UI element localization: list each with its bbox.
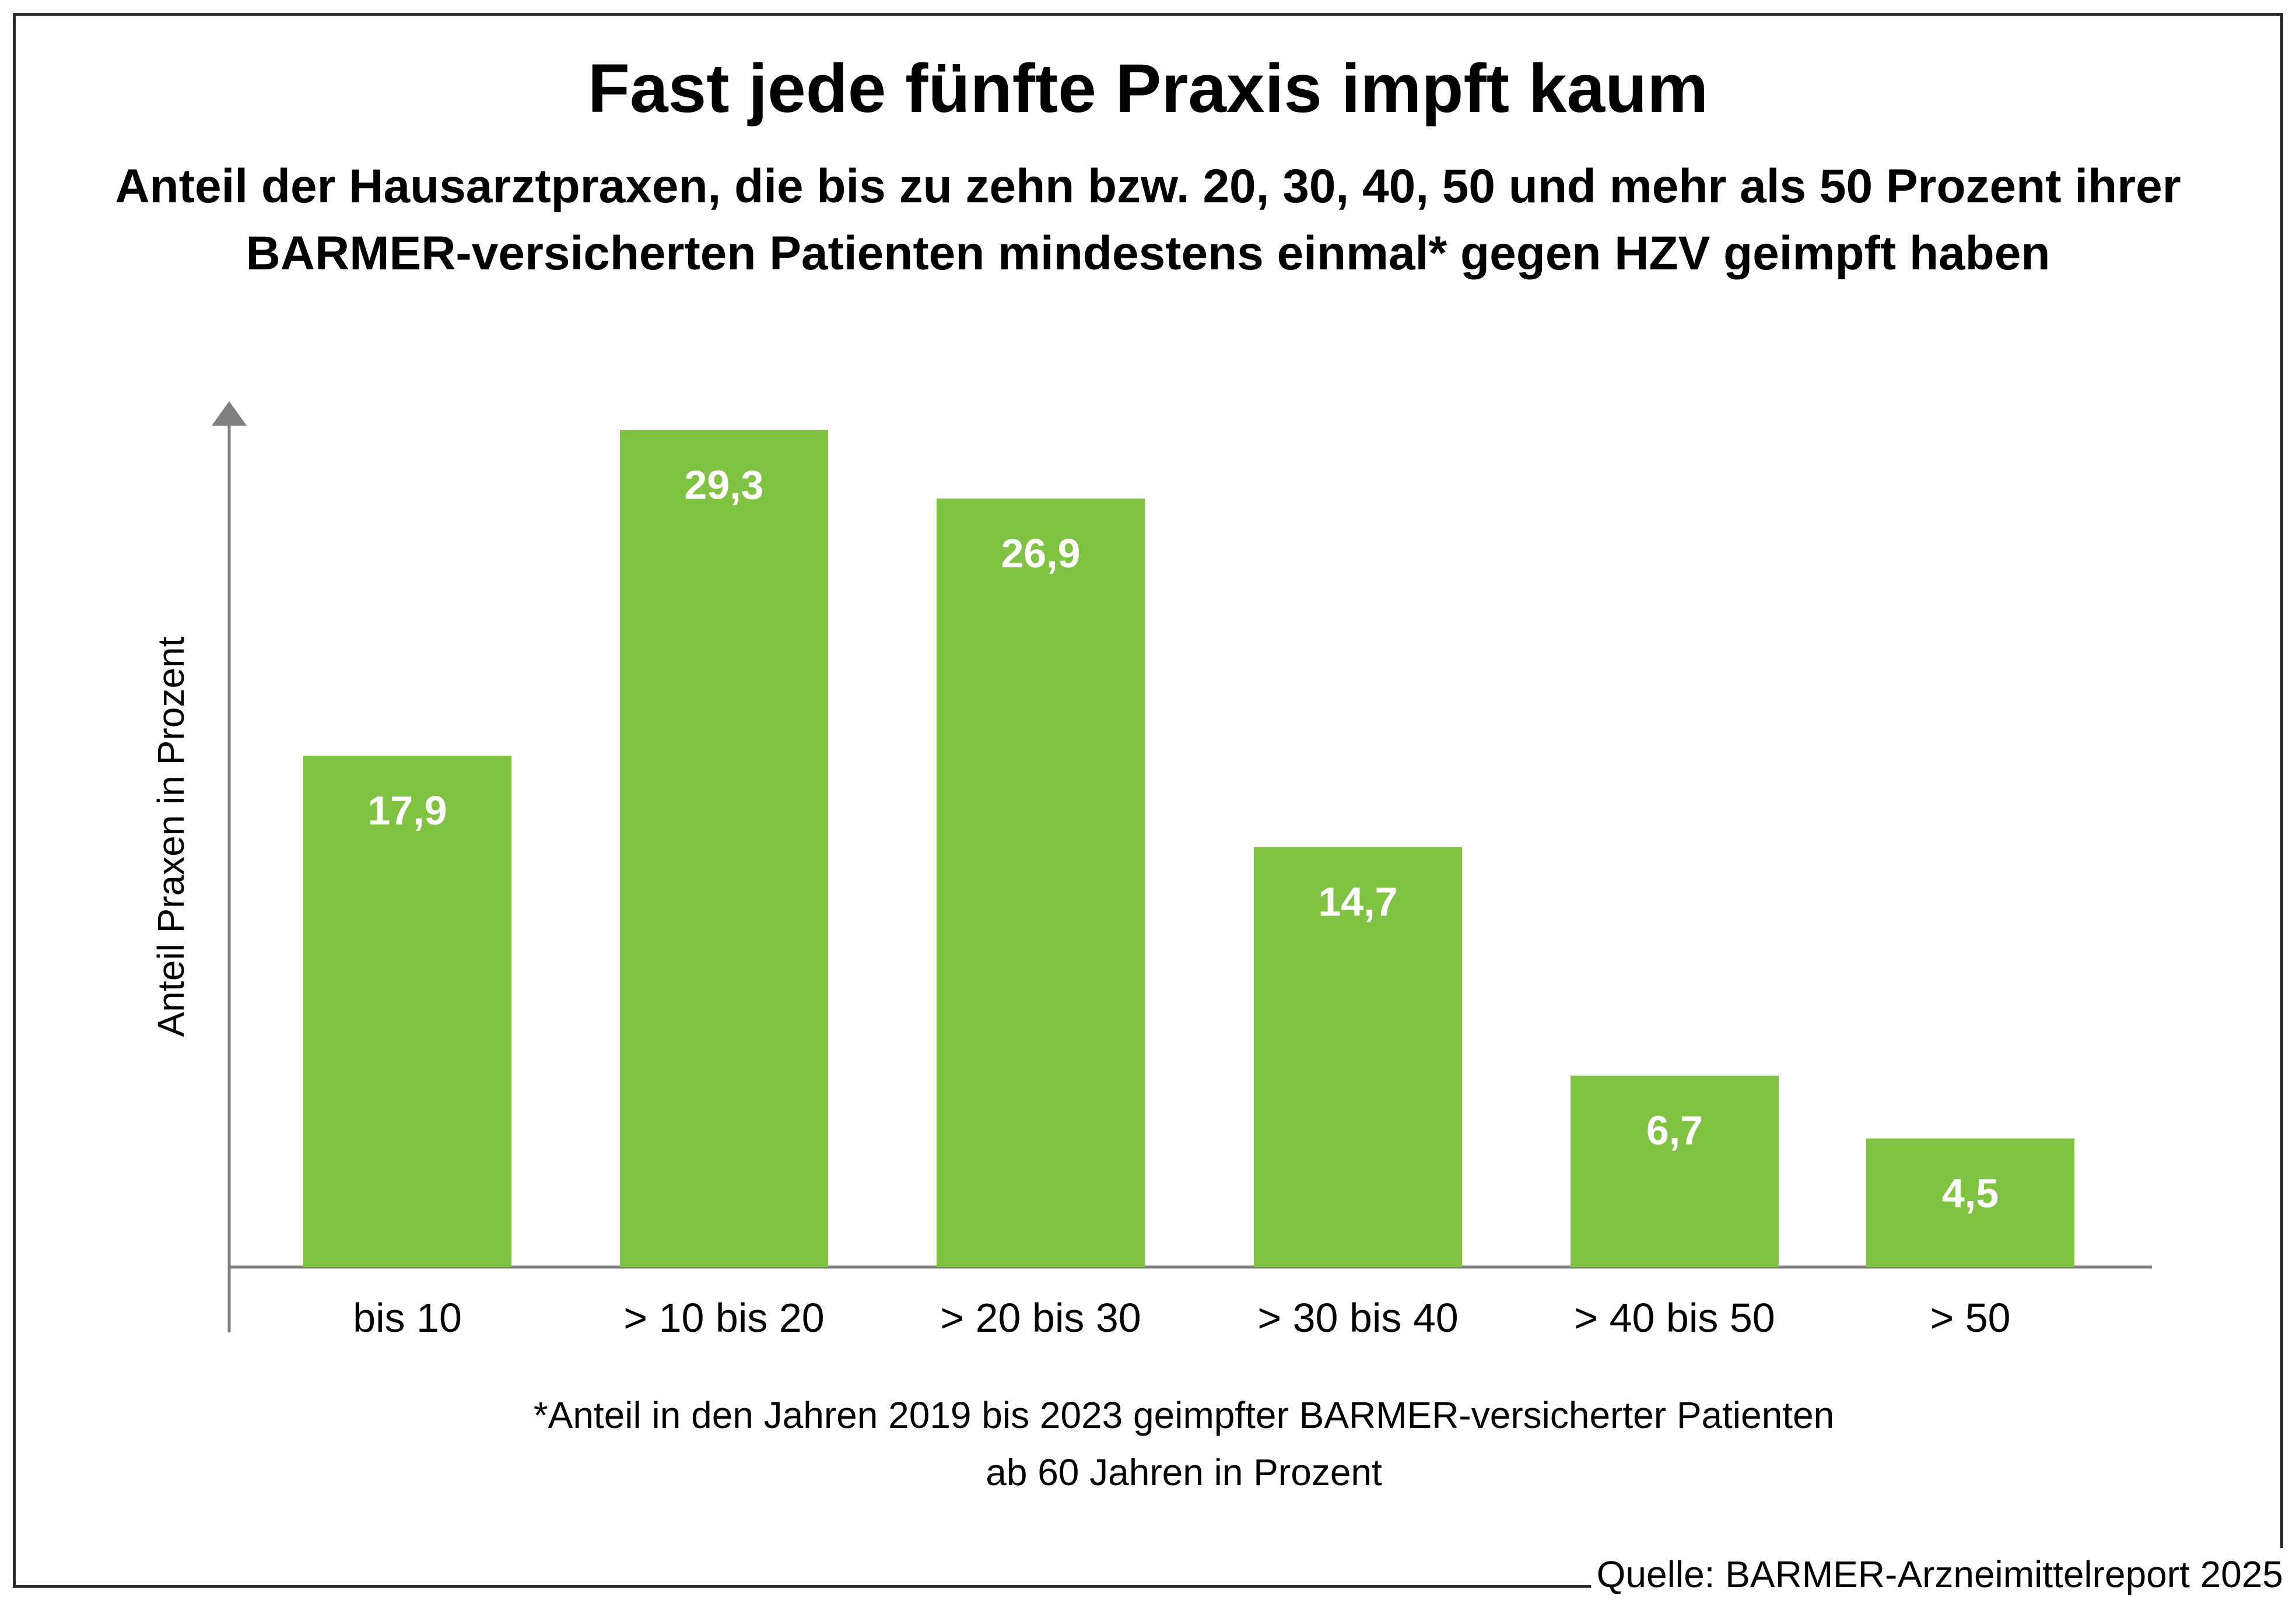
bar (1254, 847, 1462, 1267)
footnote-line-2: ab 60 Jahren in Prozent (986, 1451, 1382, 1493)
bar-value-label: 26,9 (1001, 531, 1080, 576)
x-tick-label: > 50 (1930, 1295, 2010, 1341)
axes (212, 401, 2152, 1332)
bar-value-label: 14,7 (1318, 879, 1397, 925)
bar (937, 498, 1145, 1267)
x-tick-label: > 10 bis 20 (623, 1295, 824, 1341)
footnote-line-1: *Anteil in den Jahren 2019 bis 2023 geim… (533, 1394, 1835, 1436)
x-tick-label: > 30 bis 40 (1257, 1295, 1458, 1341)
y-axis-arrow-icon (212, 401, 247, 426)
chart-frame (13, 13, 2283, 1587)
source-note: Quelle: BARMER-Arzneimittelreport 2025 (1590, 1548, 2283, 1601)
bar (620, 430, 828, 1267)
y-axis-label: Anteil Praxen in Prozent (150, 636, 192, 1037)
bar-value-label: 17,9 (367, 788, 447, 833)
bar-value-label: 6,7 (1646, 1108, 1703, 1153)
bar (1866, 1138, 2074, 1267)
bars (303, 430, 2074, 1267)
bar (1571, 1075, 1779, 1267)
x-tick-label: bis 10 (353, 1295, 462, 1341)
bar (303, 755, 511, 1267)
frame-bottom-line (13, 1585, 1611, 1588)
x-tick-label: > 40 bis 50 (1574, 1295, 1775, 1341)
chart-subtitle: Anteil der Hausarztpraxen, die bis zu ze… (0, 153, 2296, 287)
footnote: *Anteil in den Jahren 2019 bis 2023 geim… (0, 1387, 2296, 1501)
bar-value-label: 4,5 (1942, 1171, 1999, 1216)
chart-title: Fast jede fünfte Praxis impft kaum (587, 50, 1709, 127)
labels: Anteil Praxen in Prozent 17,9 bis 10 29,3 > … (150, 462, 2011, 1341)
bar-value-label: 29,3 (684, 462, 763, 507)
subtitle-line-1: Anteil der Hausarztpraxen, die bis zu ze… (115, 160, 2181, 213)
x-tick-label: > 20 bis 30 (940, 1295, 1141, 1341)
subtitle-line-2: BARMER-versicherten Patienten mindestens… (246, 227, 2050, 280)
